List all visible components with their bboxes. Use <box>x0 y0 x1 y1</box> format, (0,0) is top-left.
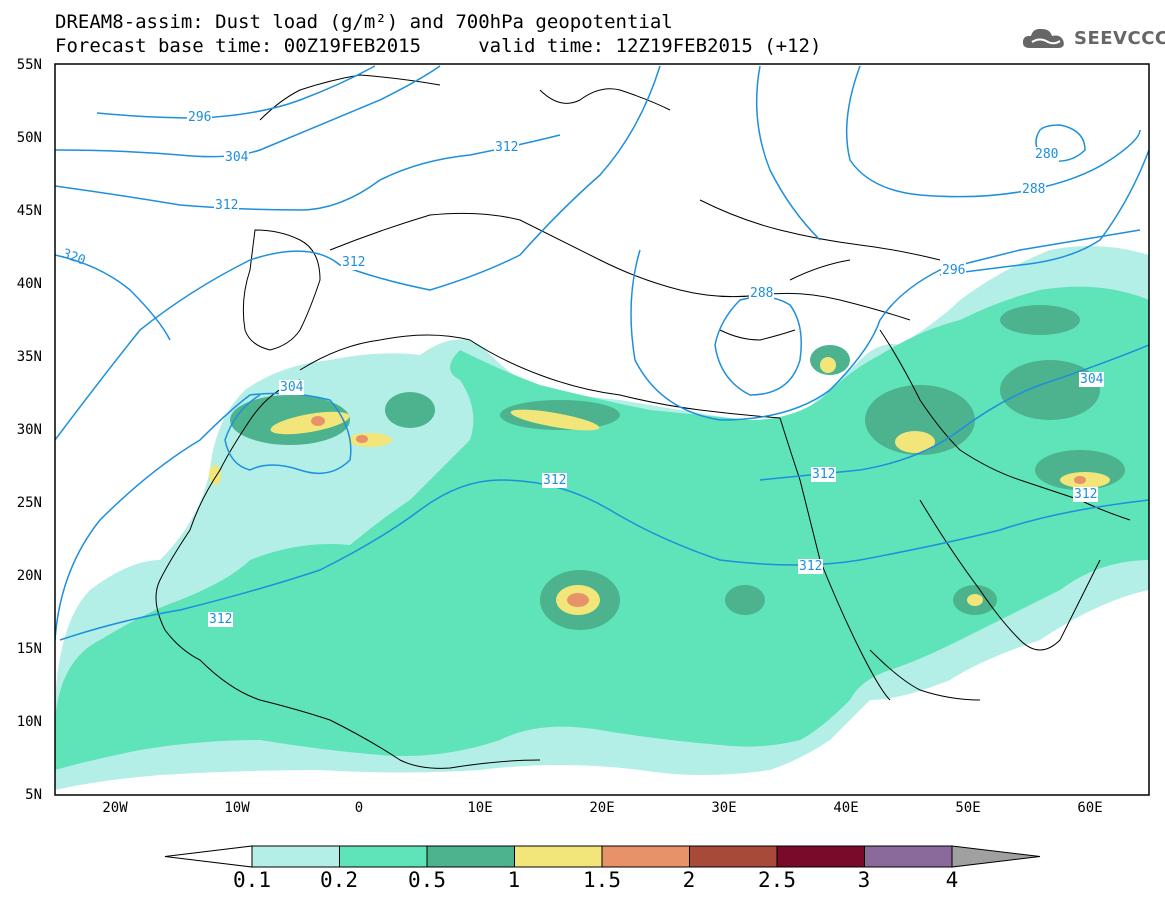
contour-label: 288 <box>749 286 775 301</box>
geopotential-contours <box>55 65 1149 641</box>
lat-label: 30N <box>16 422 42 438</box>
lat-label: 45N <box>16 203 42 219</box>
contour-label: 312 <box>798 559 824 574</box>
lon-label: 20W <box>102 800 128 816</box>
contour-label: 304 <box>224 150 250 165</box>
lon-label: 50E <box>955 800 981 816</box>
lat-label: 40N <box>16 276 42 292</box>
colorbar-tick: 0.1 <box>233 868 271 892</box>
colorbar-tick: 4 <box>945 868 959 892</box>
contour-label: 304 <box>279 380 305 395</box>
contour-label: 312 <box>1073 487 1099 502</box>
map-title: DREAM8-assim: Dust load (g/m²) and 700hP… <box>55 11 673 33</box>
colorbar-tick: 2 <box>682 868 696 892</box>
lon-label: 10W <box>224 800 250 816</box>
lon-label: 60E <box>1077 800 1103 816</box>
contour-label: 312 <box>214 198 240 213</box>
dust-band-1.5 <box>311 416 1086 607</box>
lat-label: 25N <box>16 495 42 511</box>
lon-label: 40E <box>833 800 859 816</box>
colorbar-tick: 2.5 <box>758 868 796 892</box>
lon-label: 10E <box>467 800 493 816</box>
colorbar-tick: 1 <box>507 868 521 892</box>
seevccc-logo: SEEVCCC <box>1020 24 1165 52</box>
map-subtitle: Forecast base time: 00Z19FEB2015 valid t… <box>55 35 822 57</box>
contour-label: 296 <box>941 263 967 278</box>
contour-label: 288 <box>1021 182 1047 197</box>
lon-label: 0 <box>354 800 364 816</box>
colorbar-tick: 1.5 <box>583 868 621 892</box>
lat-label: 5N <box>25 787 42 803</box>
lat-label: 55N <box>16 57 42 73</box>
map-frame <box>54 63 1150 796</box>
lon-label: 20E <box>589 800 615 816</box>
coastlines <box>155 74 1131 769</box>
contour-label: 280 <box>1034 147 1060 162</box>
contour-label: 312 <box>208 612 234 627</box>
lat-label: 15N <box>16 641 42 657</box>
colorbar-tick: 3 <box>857 868 871 892</box>
colorbar-tick: 0.5 <box>408 868 446 892</box>
lat-label: 50N <box>16 130 42 146</box>
lat-label: 20N <box>16 568 42 584</box>
colorbar-tick: 0.2 <box>320 868 358 892</box>
contour-label: 312 <box>542 473 568 488</box>
contour-label: 296 <box>187 110 213 125</box>
lat-label: 35N <box>16 349 42 365</box>
dust-field <box>55 246 1149 790</box>
contour-label: 312 <box>811 467 837 482</box>
lon-label: 30E <box>711 800 737 816</box>
contour-label: 304 <box>1079 372 1105 387</box>
contour-label: 312 <box>341 255 367 270</box>
lat-label: 10N <box>16 714 42 730</box>
contour-label: 312 <box>494 140 520 155</box>
logo-text: SEEVCCC <box>1074 27 1165 49</box>
cloud-logo-icon <box>1022 28 1064 48</box>
